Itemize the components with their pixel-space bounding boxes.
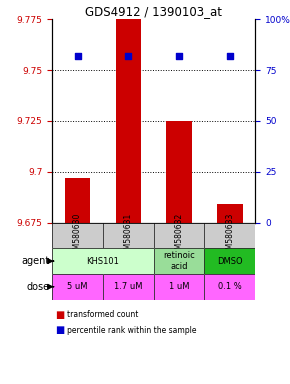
Text: 1.7 uM: 1.7 uM: [114, 282, 143, 291]
Text: percentile rank within the sample: percentile rank within the sample: [67, 326, 196, 335]
Bar: [116, 19, 141, 223]
Text: GSM580631: GSM580631: [124, 212, 133, 259]
Text: retinoic
acid: retinoic acid: [163, 252, 195, 271]
Text: ■: ■: [55, 310, 64, 320]
Text: GSM580633: GSM580633: [225, 212, 234, 259]
Point: [75, 53, 80, 59]
Text: dose: dose: [26, 282, 49, 292]
Text: 1 uM: 1 uM: [169, 282, 189, 291]
Text: transformed count: transformed count: [67, 310, 138, 319]
Title: GDS4912 / 1390103_at: GDS4912 / 1390103_at: [85, 5, 222, 18]
Text: 0.1 %: 0.1 %: [218, 282, 242, 291]
Text: DMSO: DMSO: [217, 257, 243, 266]
Text: KHS101: KHS101: [86, 257, 119, 266]
Point: [227, 53, 232, 59]
Bar: [65, 178, 90, 223]
Text: GSM580630: GSM580630: [73, 212, 82, 259]
Point: [126, 53, 130, 59]
Bar: [166, 121, 192, 223]
Text: GSM580632: GSM580632: [175, 212, 184, 259]
Text: agent: agent: [21, 256, 49, 266]
Text: 5 uM: 5 uM: [67, 282, 88, 291]
Bar: [217, 204, 242, 223]
Text: ■: ■: [55, 325, 64, 335]
Point: [177, 53, 181, 59]
